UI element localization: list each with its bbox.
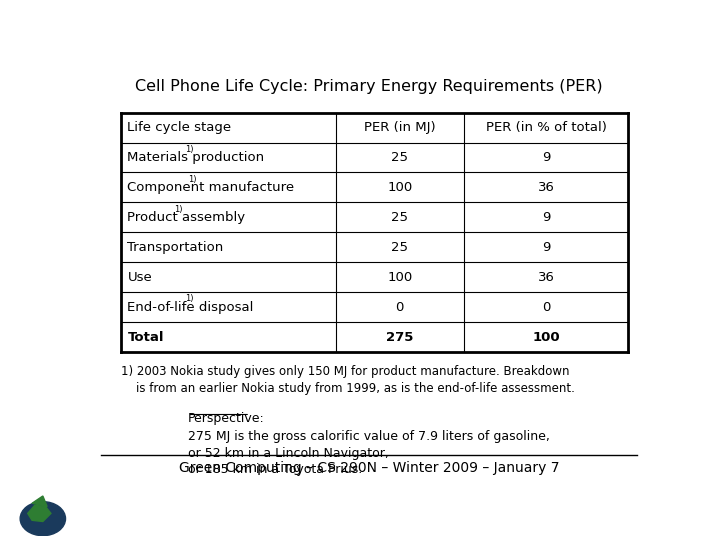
Text: 1): 1) — [186, 145, 194, 154]
Text: 9: 9 — [542, 151, 550, 164]
Text: 25: 25 — [391, 241, 408, 254]
Text: 275: 275 — [386, 330, 413, 343]
Text: Life cycle stage: Life cycle stage — [127, 121, 232, 134]
Text: Use: Use — [127, 271, 152, 284]
Text: 25: 25 — [391, 151, 408, 164]
Text: Component manufacture: Component manufacture — [127, 181, 294, 194]
Circle shape — [20, 502, 66, 536]
Text: 1): 1) — [186, 294, 194, 303]
Text: or 185 km in a Toyota Prius.: or 185 km in a Toyota Prius. — [188, 463, 362, 476]
Text: Transportation: Transportation — [127, 241, 224, 254]
Polygon shape — [27, 505, 51, 522]
Polygon shape — [32, 496, 48, 507]
Text: Total: Total — [127, 330, 164, 343]
Text: is from an earlier Nokia study from 1999, as is the end-of-life assessment.: is from an earlier Nokia study from 1999… — [121, 382, 575, 395]
Text: 36: 36 — [538, 271, 554, 284]
Text: 1) 2003 Nokia study gives only 150 MJ for product manufacture. Breakdown: 1) 2003 Nokia study gives only 150 MJ fo… — [121, 364, 570, 377]
Text: or 52 km in a Lincoln Navigator,: or 52 km in a Lincoln Navigator, — [188, 447, 389, 460]
Text: 275 MJ is the gross calorific value of 7.9 liters of gasoline,: 275 MJ is the gross calorific value of 7… — [188, 430, 549, 443]
Text: 100: 100 — [387, 181, 413, 194]
Text: PER (in MJ): PER (in MJ) — [364, 121, 436, 134]
Text: Product assembly: Product assembly — [127, 211, 246, 224]
Text: 1): 1) — [189, 174, 197, 184]
Text: Cell Phone Life Cycle: Primary Energy Requirements (PER): Cell Phone Life Cycle: Primary Energy Re… — [135, 79, 603, 94]
Text: Perspective:: Perspective: — [188, 413, 264, 426]
Text: 100: 100 — [532, 330, 560, 343]
Text: End-of-life disposal: End-of-life disposal — [127, 301, 253, 314]
Text: 100: 100 — [387, 271, 413, 284]
Text: PER (in % of total): PER (in % of total) — [486, 121, 607, 134]
Text: 0: 0 — [542, 301, 550, 314]
Text: 36: 36 — [538, 181, 554, 194]
Text: 1): 1) — [174, 205, 182, 214]
Text: 9: 9 — [542, 211, 550, 224]
Text: 0: 0 — [395, 301, 404, 314]
Text: 9: 9 — [542, 241, 550, 254]
Text: Materials production: Materials production — [127, 151, 264, 164]
Text: Green Computing – CS 290N – Winter 2009 – January 7: Green Computing – CS 290N – Winter 2009 … — [179, 461, 559, 475]
Text: 25: 25 — [391, 211, 408, 224]
